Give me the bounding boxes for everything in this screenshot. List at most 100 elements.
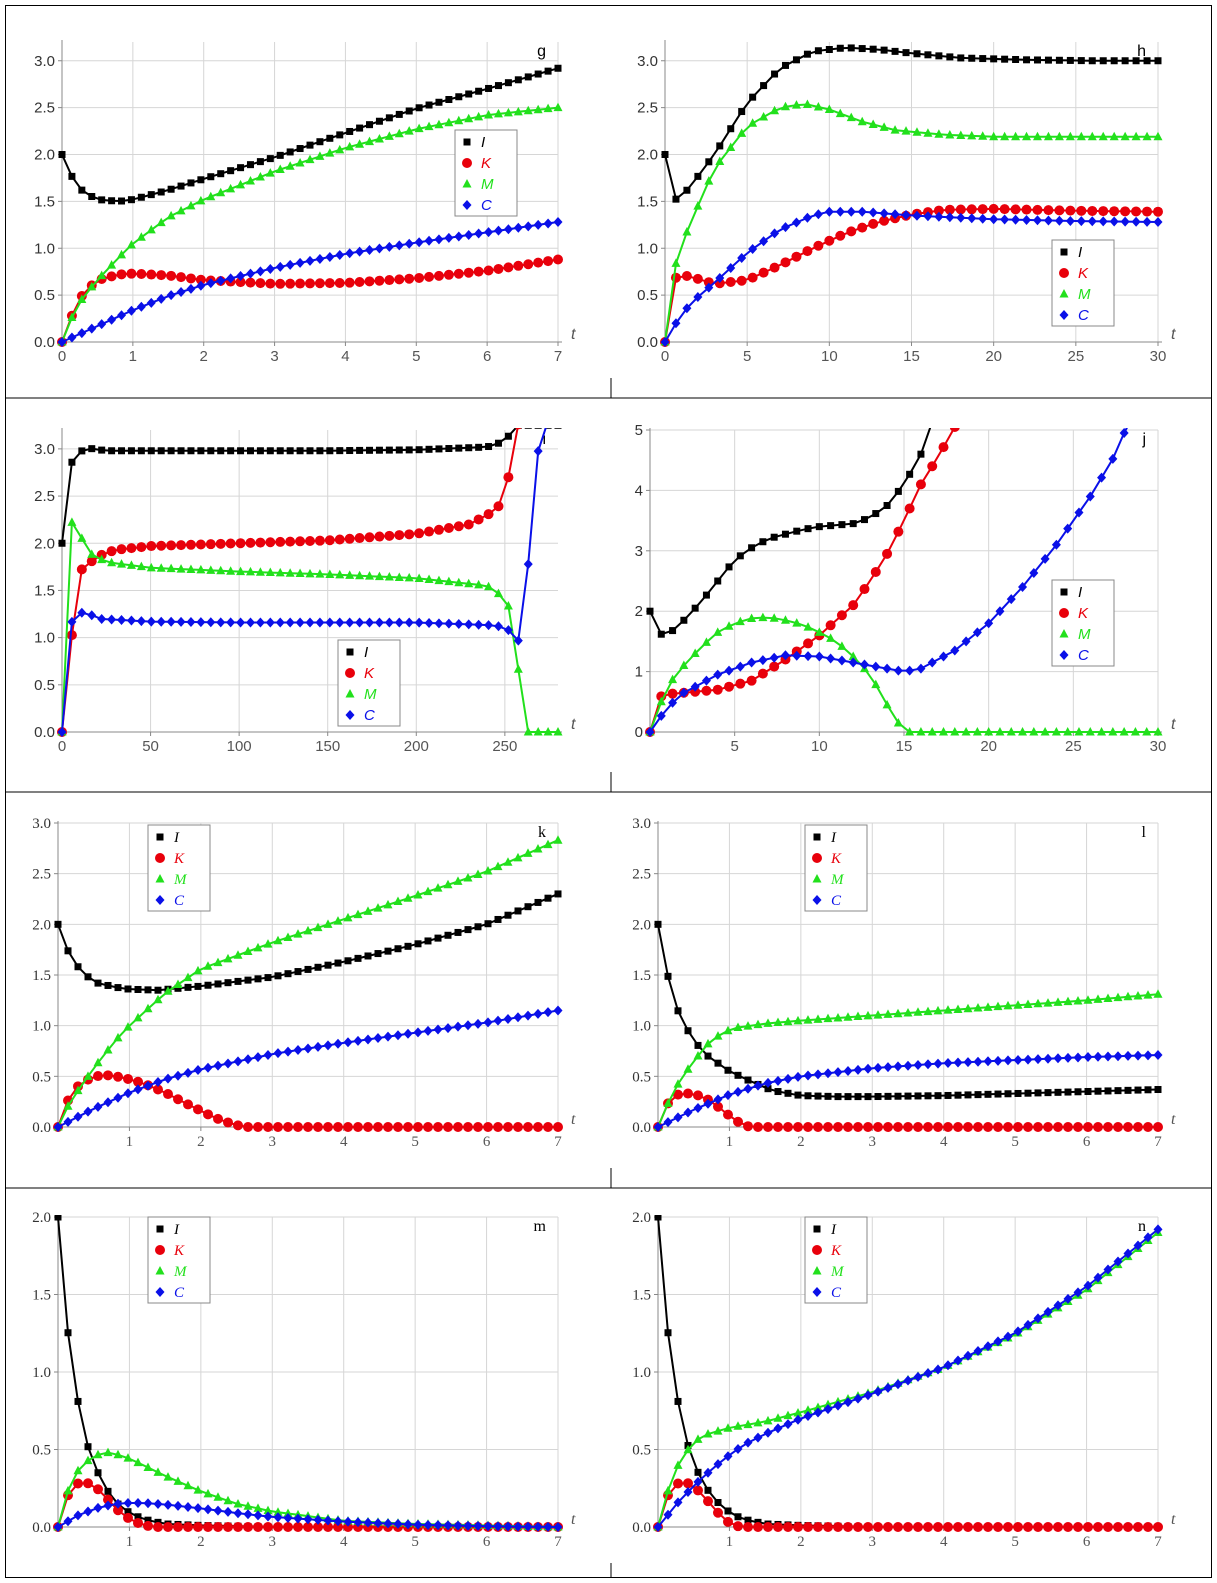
data-point-C [1131, 216, 1141, 227]
data-point-M [143, 1462, 153, 1471]
data-point-M [236, 179, 246, 189]
legend-marker-C [155, 895, 165, 905]
data-point-C [73, 1111, 83, 1122]
data-point-C [156, 616, 166, 627]
data-point-K [106, 546, 117, 557]
data-point-M [133, 1457, 143, 1467]
data-point-M [873, 1010, 883, 1019]
data-point-K [973, 1522, 983, 1532]
data-point-C [1103, 1051, 1113, 1062]
data-point-M [146, 562, 156, 572]
data-point-C [1103, 1264, 1113, 1275]
data-point-C [196, 280, 206, 291]
data-point-C [704, 282, 714, 293]
data-point-C [553, 1522, 563, 1532]
data-point-M [373, 903, 383, 912]
data-point-I [504, 79, 512, 87]
data-point-M [823, 1013, 833, 1023]
data-point-K [803, 1522, 813, 1532]
data-point-M [153, 994, 163, 1004]
data-point-M [443, 879, 453, 889]
data-point-M [682, 227, 692, 236]
data-point-K [344, 533, 355, 544]
data-point-M [713, 627, 723, 636]
data-point-C [737, 252, 747, 263]
data-point-I [847, 44, 855, 52]
data-point-C [544, 420, 553, 426]
data-point-I [124, 985, 132, 993]
data-point-I [137, 193, 145, 201]
data-point-I [375, 446, 383, 454]
x-tick-label: 20 [985, 348, 1002, 365]
data-point-I [781, 530, 789, 538]
data-point-I [894, 487, 902, 495]
data-point-I [704, 1052, 712, 1060]
data-point-K [453, 1122, 463, 1132]
legend-marker-K [1059, 268, 1069, 278]
data-point-K [857, 222, 868, 233]
data-point-I [256, 447, 264, 455]
data-point-K [893, 1522, 903, 1532]
data-point-C [393, 1518, 403, 1529]
series-line-C [664, 210, 1159, 343]
data-point-C [83, 1106, 93, 1117]
data-point-C [1153, 1050, 1163, 1061]
data-point-M [1103, 993, 1113, 1003]
data-point-M [671, 258, 681, 267]
data-point-I [954, 1091, 962, 1099]
data-point-K [848, 600, 859, 611]
data-point-C [113, 1092, 123, 1103]
legend-marker-K [155, 1245, 165, 1255]
data-point-K [293, 1522, 303, 1532]
data-point-C [473, 1018, 483, 1029]
data-point-I [968, 54, 976, 62]
data-point-K [1103, 1122, 1113, 1132]
data-point-I [286, 447, 294, 455]
data-point-I [224, 979, 232, 987]
data-point-C [146, 616, 156, 627]
data-point-M [901, 126, 911, 135]
data-point-C [493, 225, 503, 236]
data-point-I [118, 197, 126, 205]
data-point-C [1123, 1248, 1133, 1259]
data-point-K [993, 1122, 1003, 1132]
data-point-I [304, 965, 312, 973]
data-point-I [824, 1092, 832, 1100]
data-point-K [453, 521, 464, 532]
data-point-C [454, 231, 464, 242]
data-point-M [890, 125, 900, 134]
data-point-M [226, 183, 236, 193]
data-point-C [663, 1117, 673, 1128]
series-I [54, 890, 562, 994]
data-point-I [324, 961, 332, 969]
data-point-K [835, 230, 846, 241]
y-tick-label: 2.0 [637, 147, 658, 164]
y-tick-label: 2.0 [32, 1210, 51, 1226]
data-point-I [944, 1091, 952, 1099]
y-tick-label: 5 [635, 422, 643, 439]
data-point-M [781, 101, 791, 111]
data-point-M [737, 128, 747, 137]
panel-label: k [538, 824, 546, 841]
data-point-K [173, 1522, 183, 1532]
data-point-I [405, 107, 413, 115]
data-point-K [836, 610, 847, 621]
data-point-M [263, 939, 273, 948]
series-M [57, 102, 563, 346]
data-point-C [325, 617, 335, 628]
data-point-M [206, 191, 216, 201]
data-point-K [746, 675, 757, 686]
data-point-M [193, 965, 203, 975]
data-point-C [893, 665, 903, 676]
data-point-K [514, 428, 522, 430]
data-point-I [118, 447, 126, 455]
data-point-I [434, 934, 442, 942]
data-point-I [874, 1093, 882, 1101]
data-point-K [1143, 1522, 1153, 1532]
data-point-M [394, 128, 404, 138]
data-point-C [193, 1065, 203, 1076]
data-point-M [146, 224, 156, 234]
data-point-M [963, 1003, 973, 1013]
data-point-K [533, 257, 544, 268]
